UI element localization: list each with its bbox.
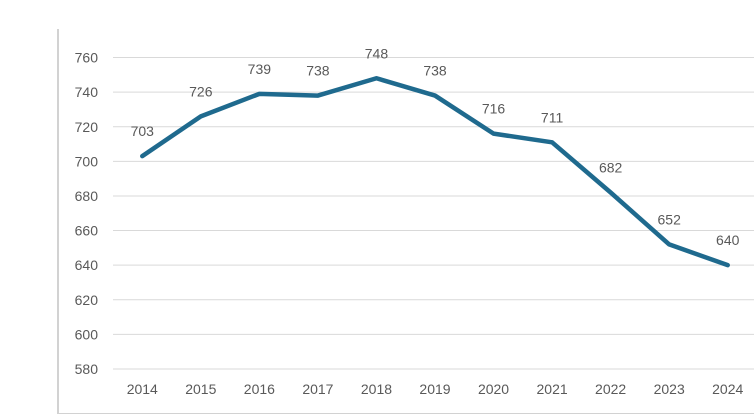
y-tick-label: 660 (75, 223, 99, 239)
x-tick-label: 2014 (127, 381, 158, 397)
y-tick-label: 620 (75, 292, 99, 308)
data-label: 682 (599, 159, 623, 175)
x-tick-label: 2023 (654, 381, 685, 397)
chart-frame-border (57, 29, 754, 414)
data-label: 738 (423, 63, 447, 79)
x-tick-label: 2017 (302, 381, 333, 397)
y-tick-label: 700 (75, 153, 99, 169)
x-tick-label: 2015 (185, 381, 216, 397)
data-label: 652 (658, 211, 682, 227)
data-label: 716 (482, 101, 506, 117)
data-label: 711 (541, 109, 564, 125)
line-chart: 580 600 620 640 660 680 700 720 740 760 2014 2015 20… (40, 16, 754, 414)
data-label: 703 (131, 123, 155, 139)
x-tick-label: 2021 (537, 381, 568, 397)
x-tick-label: 2022 (595, 381, 626, 397)
data-label: 738 (306, 63, 330, 79)
y-tick-label: 720 (75, 119, 99, 135)
y-tick-label: 580 (75, 361, 99, 377)
y-tick-label: 740 (75, 84, 99, 100)
data-label: 640 (716, 232, 740, 248)
x-axis-labels: 2014 2015 2016 2017 2018 2019 2020 2021 2022 2023… (127, 381, 744, 397)
x-tick-label: 2019 (419, 381, 450, 397)
x-tick-label: 2018 (361, 381, 392, 397)
x-tick-label: 2016 (244, 381, 275, 397)
series-line (140, 76, 730, 268)
y-tick-label: 680 (75, 188, 99, 204)
x-tick-label: 2020 (478, 381, 509, 397)
data-label: 726 (189, 83, 213, 99)
data-labels: 703 726 739 738 748 738 716 711 682 652 640 (131, 45, 740, 248)
y-tick-label: 640 (75, 257, 99, 273)
y-tick-label: 760 (75, 50, 99, 66)
gridlines (113, 57, 754, 370)
data-label: 748 (365, 45, 389, 61)
data-label: 739 (248, 61, 272, 77)
y-tick-label: 600 (75, 326, 99, 342)
y-axis-labels: 580 600 620 640 660 680 700 720 740 760 (75, 50, 99, 378)
x-tick-label: 2024 (712, 381, 743, 397)
